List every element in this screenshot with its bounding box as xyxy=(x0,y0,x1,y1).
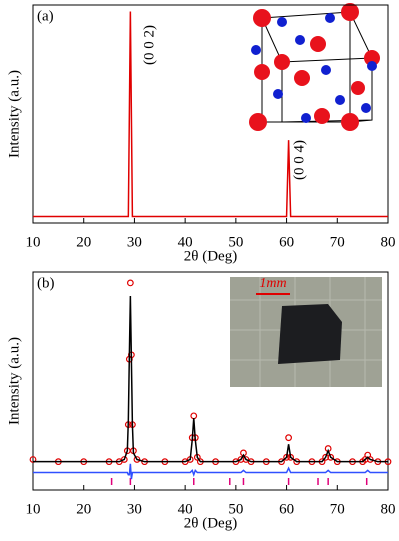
observed-point xyxy=(126,279,134,287)
y-axis-label: Intensity (a.u.) xyxy=(6,70,22,158)
x-axis-label: 2θ (Deg) xyxy=(184,248,237,264)
x-tick-label: 10 xyxy=(26,234,41,250)
x-tick-label: 70 xyxy=(330,501,345,517)
x-tick-label: 80 xyxy=(381,234,396,250)
crystal-inset xyxy=(249,3,380,131)
x-tick-label: 20 xyxy=(76,501,91,517)
x-tick-label: 70 xyxy=(330,234,345,250)
x-tick-label: 60 xyxy=(279,501,294,517)
peak-annotation: (0 0 2) xyxy=(141,25,157,65)
x-tick-label: 40 xyxy=(178,234,193,250)
x-tick-label: 50 xyxy=(228,234,243,250)
x-tick-label: 40 xyxy=(178,501,193,517)
y-axis-label: Intensity (a.u.) xyxy=(6,337,22,425)
observed-point xyxy=(120,456,128,463)
plot-frame xyxy=(32,4,389,224)
series-line xyxy=(33,463,388,480)
plot-frame xyxy=(32,271,389,491)
peak-annotation: (0 0 4) xyxy=(291,140,307,180)
x-tick-label: 60 xyxy=(279,234,294,250)
panel: 10 20 30 40 50 60 70 80 2θ (Deg) Intensity (a.u.)… xyxy=(6,271,396,531)
observed-point xyxy=(190,412,198,420)
series-line xyxy=(33,295,388,463)
x-tick-label: 30 xyxy=(127,234,142,250)
observed-point xyxy=(285,434,293,442)
photo-inset: 1mm xyxy=(230,276,382,387)
x-tick-label: 10 xyxy=(26,501,41,517)
series-line xyxy=(33,11,388,218)
x-tick-label: 20 xyxy=(76,234,91,250)
panel-label: (b) xyxy=(37,275,55,291)
observed-point xyxy=(366,456,374,463)
observed-point xyxy=(327,453,335,461)
scale-label: 1mm xyxy=(259,276,286,291)
x-tick-label: 30 xyxy=(127,501,142,517)
x-axis-label: 2θ (Deg) xyxy=(184,515,237,531)
x-tick-label: 50 xyxy=(228,501,243,517)
panel-label: (a) xyxy=(37,8,54,24)
panel: 10 20 30 40 50 60 70 80 2θ (Deg) Intensity (a.u.)… xyxy=(6,4,396,264)
observed-point xyxy=(133,456,141,463)
x-tick-label: 80 xyxy=(381,501,396,517)
